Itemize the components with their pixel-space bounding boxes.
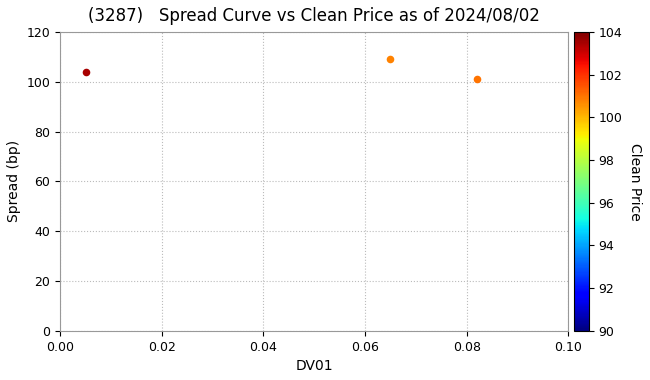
X-axis label: DV01: DV01 bbox=[296, 359, 333, 373]
Point bbox=[472, 76, 482, 82]
Y-axis label: Spread (bp): Spread (bp) bbox=[7, 140, 21, 222]
Y-axis label: Clean Price: Clean Price bbox=[628, 142, 642, 220]
Point bbox=[385, 56, 396, 62]
Title: (3287)   Spread Curve vs Clean Price as of 2024/08/02: (3287) Spread Curve vs Clean Price as of… bbox=[88, 7, 540, 25]
Point bbox=[81, 69, 91, 75]
